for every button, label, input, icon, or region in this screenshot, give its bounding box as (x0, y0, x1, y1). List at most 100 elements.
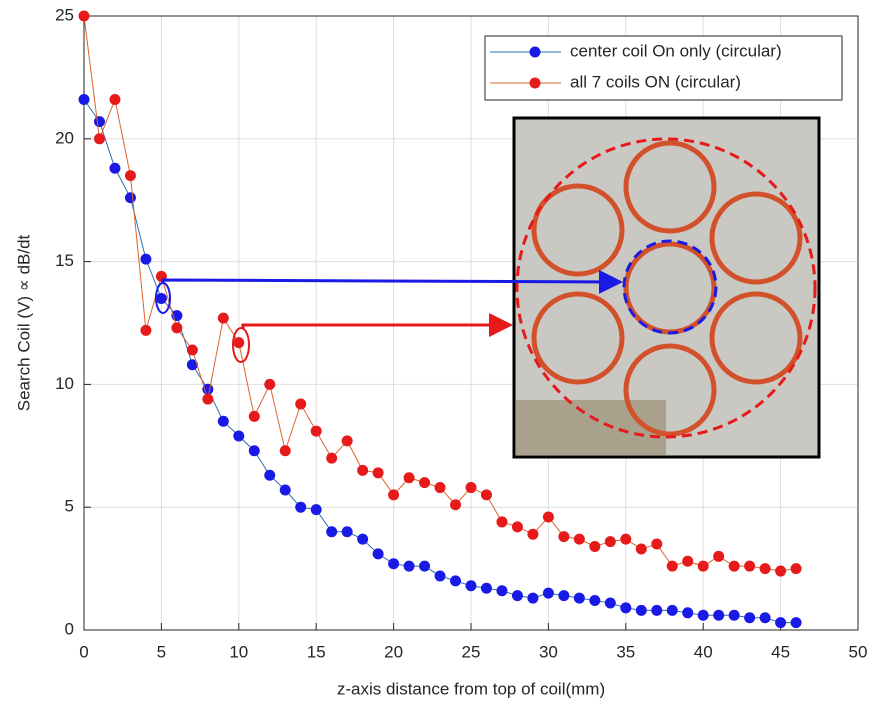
data-point (620, 602, 632, 614)
series-group (78, 10, 802, 629)
data-point (264, 378, 276, 390)
data-point (248, 445, 260, 457)
center-dashed-circle (622, 239, 718, 335)
data-point (248, 410, 260, 422)
data-point (589, 595, 601, 607)
data-point (744, 560, 756, 572)
data-point (775, 617, 787, 629)
data-point (310, 425, 322, 437)
data-point (388, 558, 400, 570)
data-point (233, 337, 245, 349)
x-tick-label: 45 (771, 642, 790, 661)
legend-label: center coil On only (circular) (570, 41, 782, 60)
y-tick-label: 0 (65, 619, 74, 638)
legend-box (484, 35, 843, 101)
coil (531, 183, 625, 277)
y-tick-label: 5 (65, 497, 74, 516)
data-point (372, 548, 384, 560)
data-point (78, 94, 90, 106)
x-tick-label: 40 (694, 642, 713, 661)
data-point (542, 511, 554, 523)
data-point (527, 592, 539, 604)
x-tick-label: 50 (849, 642, 868, 661)
data-point (109, 162, 121, 174)
data-point (419, 560, 431, 572)
data-point (728, 560, 740, 572)
data-point (744, 612, 756, 624)
data-point (496, 585, 508, 597)
data-point (434, 482, 446, 494)
data-point (666, 604, 678, 616)
coil (623, 140, 717, 234)
data-point (279, 484, 291, 496)
data-point (775, 565, 787, 577)
data-point (651, 604, 663, 616)
data-point (341, 526, 353, 538)
legend-marker (529, 77, 541, 89)
data-point (264, 469, 276, 481)
data-point (93, 116, 105, 128)
x-axis-label: z-axis distance from top of coil(mm) (337, 679, 605, 698)
y-tick-label: 15 (55, 251, 74, 270)
data-point (403, 560, 415, 572)
coil (709, 291, 803, 385)
x-tick-label: 30 (539, 642, 558, 661)
data-point (604, 536, 616, 548)
data-point (326, 452, 338, 464)
data-point (450, 499, 462, 511)
data-point (666, 560, 678, 572)
y-tick-label: 25 (55, 5, 74, 24)
legend: center coil On only (circular) all 7 coil… (484, 35, 843, 101)
data-point (186, 344, 198, 356)
data-point (682, 555, 694, 567)
data-point (573, 592, 585, 604)
data-point (357, 464, 369, 476)
data-point (790, 563, 802, 575)
data-point (78, 10, 90, 22)
x-tick-label: 10 (229, 642, 248, 661)
data-point (682, 607, 694, 619)
data-point (465, 580, 477, 592)
data-point (697, 609, 709, 621)
data-point (140, 324, 152, 336)
data-point (558, 590, 570, 602)
data-point (542, 587, 554, 599)
data-point (697, 560, 709, 572)
x-tick-label: 5 (157, 642, 166, 661)
data-point (186, 359, 198, 371)
data-point (140, 253, 152, 265)
data-point (341, 435, 353, 447)
data-point (635, 604, 647, 616)
data-point (511, 590, 523, 602)
arrow (241, 313, 513, 337)
arrow (161, 269, 623, 294)
x-tick-label: 15 (307, 642, 326, 661)
data-point (403, 472, 415, 484)
data-point (155, 292, 167, 304)
data-point (480, 582, 492, 594)
coil (531, 291, 625, 385)
data-point (635, 543, 647, 555)
data-point (480, 489, 492, 501)
coil (623, 343, 717, 437)
data-point (450, 575, 462, 587)
data-point (651, 538, 663, 550)
data-point (372, 467, 384, 479)
data-point (527, 528, 539, 540)
x-tick-label: 35 (616, 642, 635, 661)
inset-photo (512, 116, 821, 459)
legend-label: all 7 coils ON (circular) (570, 72, 741, 91)
legend-marker (529, 46, 541, 58)
data-point (310, 504, 322, 516)
coil (709, 191, 803, 285)
data-point (388, 489, 400, 501)
data-point (713, 609, 725, 621)
data-point (434, 570, 446, 582)
data-point (713, 550, 725, 562)
data-point (124, 170, 136, 182)
data-point (326, 526, 338, 538)
x-tick-label: 20 (384, 642, 403, 661)
data-point (496, 516, 508, 528)
data-point (357, 533, 369, 545)
